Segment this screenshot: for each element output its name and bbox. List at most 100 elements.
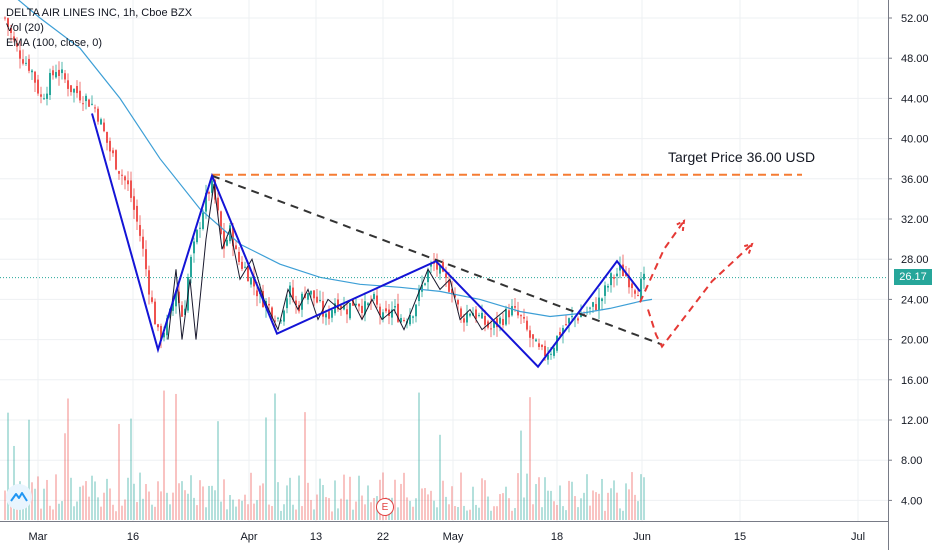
volume-indicator-label[interactable]: Vol (20)	[6, 22, 44, 34]
volume-bar	[610, 488, 612, 520]
volume-bar	[394, 479, 396, 520]
volume-bar	[592, 490, 594, 520]
candle-body	[619, 264, 621, 271]
volume-bar	[640, 474, 642, 520]
candle-body	[346, 309, 348, 315]
volume-bar	[46, 479, 48, 520]
volume-bar	[505, 486, 507, 520]
volume-bar	[634, 494, 636, 520]
time-axis[interactable]: Mar 16 Apr 13 22 May 18 Jun 15 Jul	[0, 521, 888, 544]
candle-body	[190, 256, 192, 278]
projection-arrows[interactable]	[639, 219, 754, 349]
tradingview-logo-icon[interactable]	[6, 484, 32, 510]
candle-body	[598, 297, 600, 311]
candle-body	[520, 315, 522, 317]
volume-bar	[151, 504, 153, 520]
pattern-line[interactable]	[91, 113, 641, 369]
volume-bar	[199, 480, 201, 520]
candle-body	[415, 304, 417, 317]
volume-bar	[487, 496, 489, 520]
volume-bar	[85, 481, 87, 520]
candle-body	[538, 343, 540, 347]
volume-bar	[193, 497, 195, 520]
time-tick-label: 16	[127, 531, 139, 543]
volume-bar	[397, 507, 399, 520]
candle-body	[634, 290, 636, 294]
candle-body	[37, 79, 39, 94]
candle-body	[364, 301, 366, 315]
candle-body	[514, 306, 516, 308]
volume-bar	[262, 483, 264, 520]
candle-body	[463, 318, 465, 323]
volume-bar	[433, 500, 435, 520]
volume-bar	[310, 499, 312, 520]
candle-body	[199, 227, 201, 229]
candle-body	[559, 331, 561, 336]
volume-bar	[16, 507, 18, 520]
volume-bar	[25, 501, 27, 520]
candle-body	[40, 94, 42, 97]
earnings-marker-icon[interactable]: E	[376, 498, 394, 516]
volume-bar	[577, 507, 579, 520]
volume-bar	[34, 488, 36, 520]
candle-body	[373, 293, 375, 300]
candle-body	[22, 59, 24, 64]
candle-body	[82, 103, 84, 105]
volume-bar	[451, 486, 453, 520]
volume-bar	[448, 504, 450, 520]
candle-body	[499, 317, 501, 324]
candle-body	[274, 320, 276, 322]
volume-bar	[103, 492, 105, 520]
volume-bar	[529, 397, 531, 520]
trend-line[interactable]	[211, 174, 663, 346]
projection-line[interactable]	[639, 220, 685, 303]
candle-body	[223, 230, 225, 249]
projection-arrowhead	[742, 242, 754, 254]
candle-body	[43, 98, 45, 100]
candle-body	[577, 318, 579, 321]
volume-bar	[346, 499, 348, 520]
candle-body	[397, 303, 399, 322]
volume-bar	[436, 507, 438, 520]
volume-bar	[247, 504, 249, 520]
candle-body	[52, 70, 54, 76]
volume-bar	[91, 475, 93, 520]
candle-body	[541, 344, 543, 347]
volume-bar	[370, 502, 372, 520]
volume-bar	[292, 504, 294, 520]
volume-bar	[343, 474, 345, 520]
candle-body	[70, 85, 72, 93]
candle-body	[601, 298, 603, 302]
volume-bar	[106, 478, 108, 520]
candle-body	[412, 316, 414, 318]
candle-body	[229, 225, 231, 242]
candle-body	[133, 196, 135, 210]
volume-bar	[214, 490, 216, 520]
candle-body	[205, 192, 207, 212]
symbol-title[interactable]: DELTA AIR LINES INC, 1h, Cboe BZX	[6, 7, 193, 19]
volume-bar	[349, 476, 351, 520]
volume-bar	[526, 473, 528, 520]
candle-body	[7, 18, 9, 28]
candle-body	[484, 316, 486, 325]
candle-body	[244, 266, 246, 268]
volume-bar	[523, 497, 525, 520]
volume-bar	[190, 475, 192, 520]
volume-bar	[460, 472, 462, 520]
volume-bar	[232, 499, 234, 520]
projection-line[interactable]	[647, 243, 753, 349]
volume-bar	[580, 498, 582, 520]
volume-bar	[280, 510, 282, 520]
time-tick-label: 22	[377, 531, 389, 543]
candle-body	[589, 307, 591, 309]
ema-indicator-label[interactable]: EMA (100, close, 0)	[6, 37, 102, 49]
volume-bar	[439, 434, 441, 520]
volume-bar	[382, 472, 384, 520]
candle-body	[118, 171, 120, 174]
candle-body	[238, 251, 240, 263]
volume-bar	[442, 480, 444, 520]
candle-body	[232, 226, 234, 247]
volume-bar	[406, 497, 408, 520]
candle-body	[253, 276, 255, 287]
